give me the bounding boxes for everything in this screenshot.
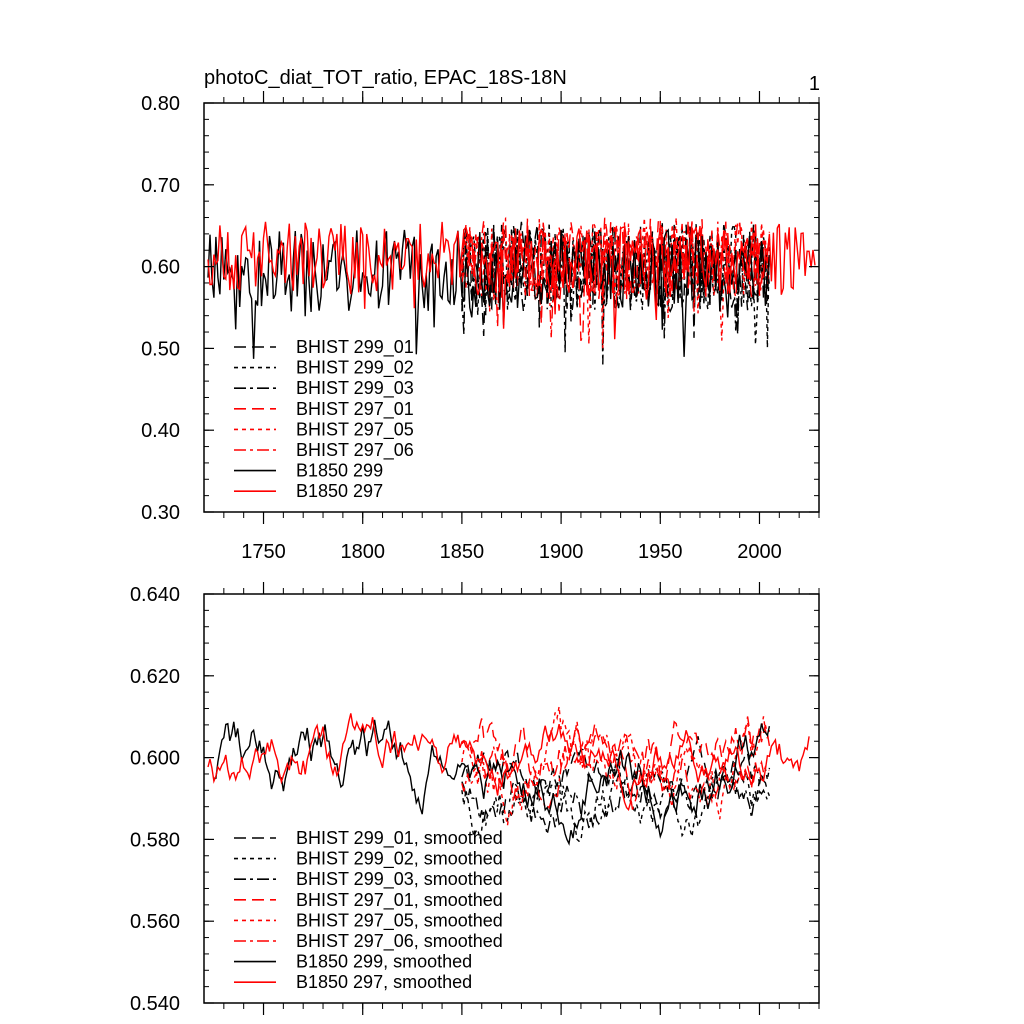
top-panel: photoC_diat_TOT_ratio, EPAC_18S-18N 1 0.… (141, 67, 820, 563)
chart-title: photoC_diat_TOT_ratio, EPAC_18S-18N (204, 67, 567, 89)
legend-label-4: BHIST 297_01, smoothed (296, 890, 503, 911)
x-tick-label: 1900 (539, 541, 584, 563)
legend-label-8: B1850 297, smoothed (296, 972, 472, 992)
y-tick-label: 0.30 (141, 502, 180, 524)
legend-label-6: BHIST 297_06, smoothed (296, 931, 503, 952)
legend-label-4: BHIST 297_01 (296, 399, 414, 420)
y-tick-label: 0.640 (130, 584, 180, 606)
plot-frame (203, 102, 820, 513)
y-tick-label: 0.560 (130, 911, 180, 933)
legend-label-1: BHIST 299_01 (296, 337, 414, 358)
series-layer (207, 706, 810, 846)
plot-frame (203, 593, 820, 1004)
series-line-3 (461, 223, 771, 365)
series-line-6 (461, 731, 770, 810)
x-tick-label: 2000 (737, 541, 782, 563)
y-tick-label: 0.40 (141, 420, 180, 442)
y-tick-label: 0.50 (141, 338, 180, 360)
y-tick-label: 0.80 (141, 93, 180, 115)
y-tick-label: 0.60 (141, 257, 180, 279)
y-tick-label: 0.620 (130, 666, 180, 688)
legend-label-8: B1850 297 (296, 481, 383, 501)
y-tick-label: 0.580 (130, 829, 180, 851)
y-tick-label: 0.540 (130, 993, 180, 1015)
x-tick-label: 1750 (241, 541, 286, 563)
series-line-7 (213, 719, 771, 846)
x-tick-label: 1850 (440, 541, 485, 563)
panel-number-label: 1 (809, 73, 820, 95)
y-tick-label: 0.600 (130, 748, 180, 770)
series-line-3 (461, 767, 770, 835)
legend-label-1: BHIST 299_01, smoothed (296, 828, 503, 849)
axis-layer: 0.30 0.40 0.50 0.60 0.70 0.80 1750 1800 1850 1900… (141, 91, 820, 563)
legend-label-7: B1850 299, smoothed (296, 952, 472, 972)
x-tick-label: 1950 (638, 541, 683, 563)
bottom-panel: 0.540 0.560 0.580 0.600 0.620 0.640 BHIST 299… (130, 582, 820, 1015)
y-tick-label: 0.70 (141, 175, 180, 197)
legend-label-3: BHIST 299_03, smoothed (296, 869, 503, 890)
x-tick-label: 1800 (340, 541, 385, 563)
legend-label-2: BHIST 299_02, smoothed (296, 849, 503, 870)
series-line-8 (207, 713, 810, 811)
legend-label-3: BHIST 299_03 (296, 378, 414, 399)
series-line-6 (461, 216, 771, 338)
legend-label-2: BHIST 299_02 (296, 358, 414, 379)
axis-layer: 0.540 0.560 0.580 0.600 0.620 0.640 (130, 582, 820, 1015)
series-layer (207, 216, 816, 365)
series-line-8 (207, 221, 816, 340)
legend-label-5: BHIST 297_05, smoothed (296, 910, 503, 931)
legend-label-6: BHIST 297_06 (296, 440, 414, 461)
legend-label-7: B1850 299 (296, 461, 383, 481)
series-line-4 (461, 716, 771, 810)
legend-label-5: BHIST 297_05 (296, 419, 414, 440)
series-line-5 (461, 217, 771, 349)
